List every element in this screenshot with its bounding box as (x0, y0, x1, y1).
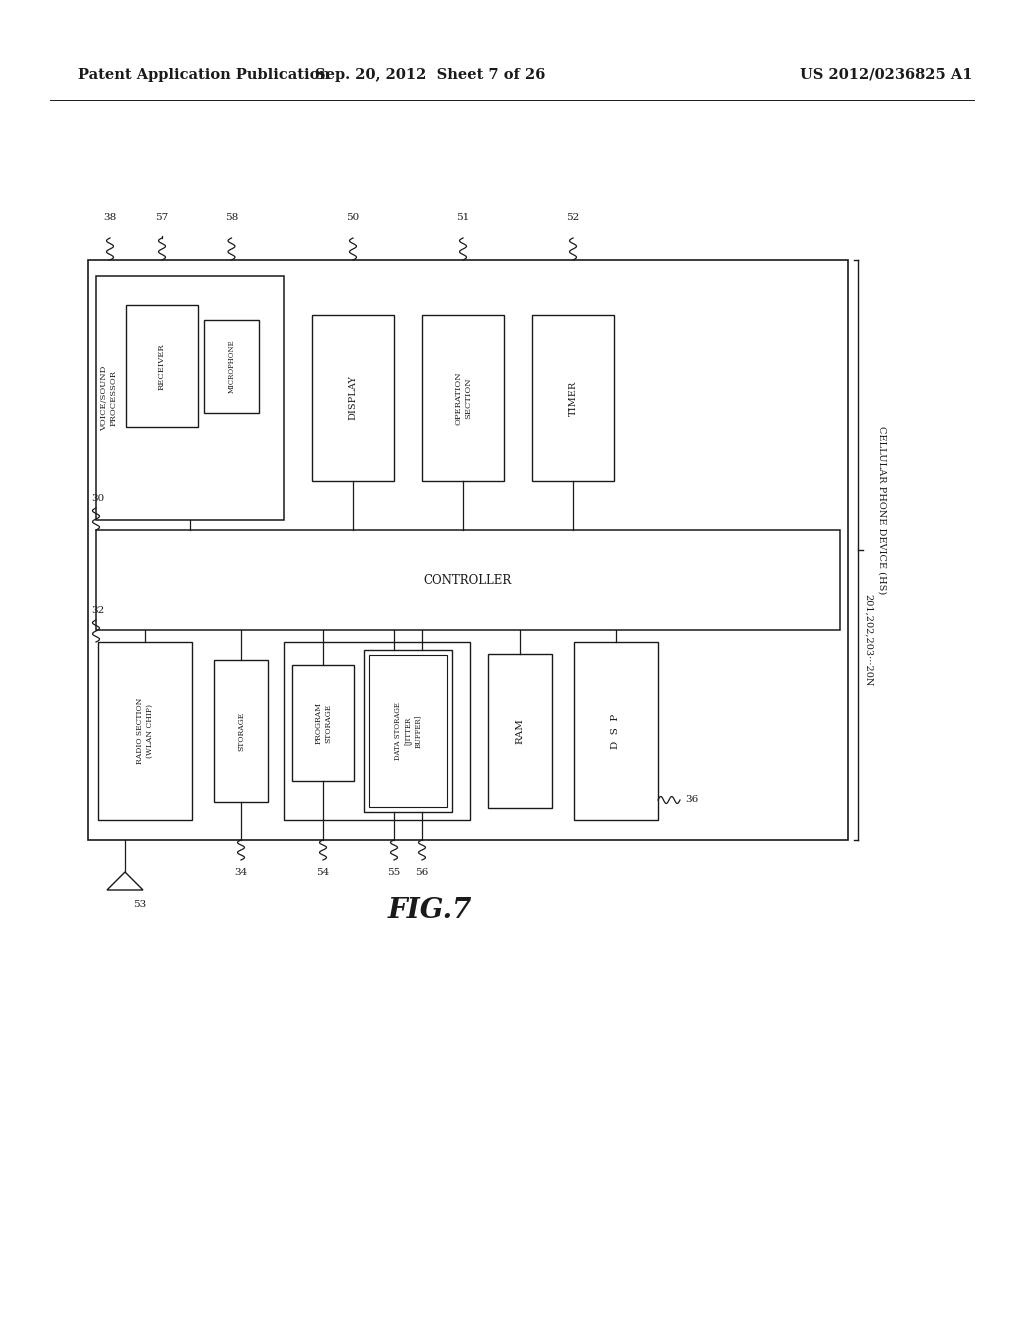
Text: 52: 52 (566, 213, 580, 222)
Text: MICROPHONE: MICROPHONE (227, 339, 236, 393)
Text: 32: 32 (91, 606, 104, 615)
Text: 36: 36 (685, 796, 698, 804)
Text: 38: 38 (103, 213, 117, 222)
Text: 30: 30 (91, 494, 104, 503)
Text: US 2012/0236825 A1: US 2012/0236825 A1 (800, 69, 973, 82)
Text: DATA STORAGE
[JITTER
BUFFER]: DATA STORAGE [JITTER BUFFER] (394, 702, 422, 760)
Text: 56: 56 (416, 869, 429, 876)
Text: 50: 50 (346, 213, 359, 222)
Text: RADIO SECTION
(WLAN CHIP): RADIO SECTION (WLAN CHIP) (136, 698, 154, 764)
Text: CELLULAR PHONE DEVICE (HS): CELLULAR PHONE DEVICE (HS) (878, 426, 887, 594)
Text: STORAGE: STORAGE (237, 711, 245, 751)
Text: TIMER: TIMER (568, 380, 578, 416)
Text: DISPLAY: DISPLAY (348, 375, 357, 421)
Text: 54: 54 (316, 869, 330, 876)
Text: PROGRAM
STORAGE: PROGRAM STORAGE (314, 702, 332, 744)
Text: Sep. 20, 2012  Sheet 7 of 26: Sep. 20, 2012 Sheet 7 of 26 (314, 69, 545, 82)
Text: 51: 51 (457, 213, 470, 222)
Text: Patent Application Publication: Patent Application Publication (78, 69, 330, 82)
Text: 201,202,203···20N: 201,202,203···20N (863, 594, 872, 686)
Text: 55: 55 (387, 869, 400, 876)
Text: CONTROLLER: CONTROLLER (424, 573, 512, 586)
Text: D  S  P: D S P (611, 713, 621, 748)
Text: 58: 58 (225, 213, 239, 222)
Text: 34: 34 (234, 869, 248, 876)
Text: VOICE/SOUND
PROCESSOR: VOICE/SOUND PROCESSOR (100, 366, 118, 430)
Text: 57: 57 (156, 213, 169, 222)
Text: RAM: RAM (515, 718, 524, 744)
Text: RECEIVER: RECEIVER (158, 343, 166, 389)
Text: 53: 53 (133, 900, 146, 909)
Text: FIG.7: FIG.7 (388, 896, 472, 924)
Text: OPERATION
SECTION: OPERATION SECTION (454, 371, 472, 425)
